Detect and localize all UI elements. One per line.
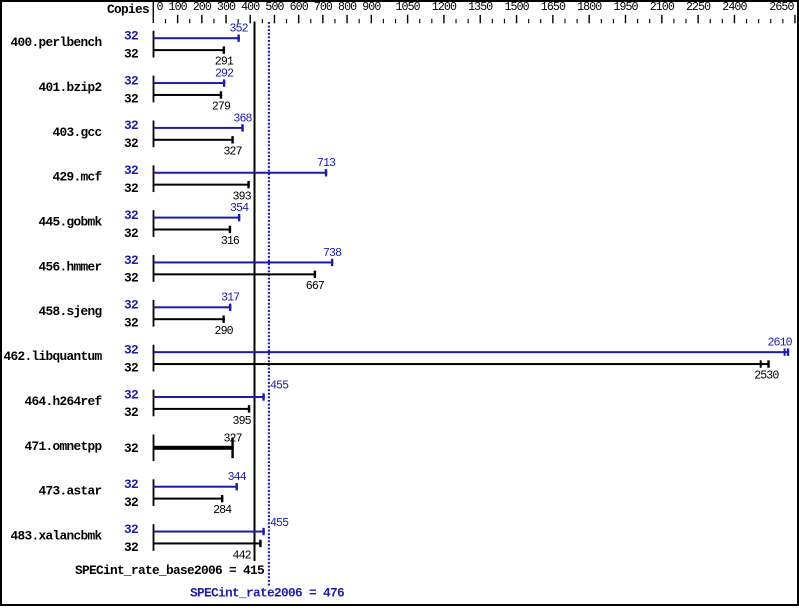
svg-text:32: 32 xyxy=(124,226,138,241)
svg-text:2400: 2400 xyxy=(722,1,747,14)
svg-text:2100: 2100 xyxy=(650,1,675,14)
svg-text:32: 32 xyxy=(124,360,138,375)
svg-text:32: 32 xyxy=(124,495,138,510)
svg-text:456.hmmer: 456.hmmer xyxy=(39,259,102,274)
svg-text:32: 32 xyxy=(124,271,138,286)
svg-text:352: 352 xyxy=(230,23,249,36)
svg-text:32: 32 xyxy=(124,522,138,537)
svg-text:471.omnetpp: 471.omnetpp xyxy=(25,439,103,454)
svg-text:667: 667 xyxy=(306,280,325,293)
svg-text:32: 32 xyxy=(124,387,138,402)
svg-text:292: 292 xyxy=(215,67,234,80)
svg-text:279: 279 xyxy=(212,101,231,114)
svg-text:32: 32 xyxy=(124,29,138,44)
svg-text:800: 800 xyxy=(338,1,357,14)
svg-text:327: 327 xyxy=(223,432,242,445)
svg-text:395: 395 xyxy=(233,415,252,428)
svg-text:403.gcc: 403.gcc xyxy=(53,125,102,140)
svg-text:327: 327 xyxy=(223,145,242,158)
svg-text:600: 600 xyxy=(290,1,309,14)
svg-text:32: 32 xyxy=(124,208,138,223)
svg-text:32: 32 xyxy=(124,136,138,151)
svg-text:1500: 1500 xyxy=(504,1,529,14)
svg-text:317: 317 xyxy=(221,292,240,305)
svg-text:2610: 2610 xyxy=(767,337,792,350)
svg-text:2650: 2650 xyxy=(769,1,794,14)
svg-text:368: 368 xyxy=(233,112,252,125)
svg-text:2530: 2530 xyxy=(754,370,779,383)
svg-text:32: 32 xyxy=(124,46,138,61)
svg-text:442: 442 xyxy=(233,549,252,562)
svg-text:464.h264ref: 464.h264ref xyxy=(25,394,103,409)
svg-text:32: 32 xyxy=(124,342,138,357)
svg-text:354: 354 xyxy=(230,202,249,215)
svg-text:700: 700 xyxy=(314,1,333,14)
svg-text:1050: 1050 xyxy=(395,1,420,14)
svg-text:200: 200 xyxy=(193,1,212,14)
svg-text:32: 32 xyxy=(124,298,138,313)
svg-text:2250: 2250 xyxy=(686,1,711,14)
svg-text:1650: 1650 xyxy=(541,1,566,14)
svg-text:445.gobmk: 445.gobmk xyxy=(39,215,103,230)
svg-text:32: 32 xyxy=(124,118,138,133)
svg-text:32: 32 xyxy=(124,181,138,196)
svg-text:713: 713 xyxy=(317,157,336,170)
svg-text:0: 0 xyxy=(157,1,164,14)
svg-text:500: 500 xyxy=(265,1,284,14)
svg-text:290: 290 xyxy=(215,325,234,338)
svg-text:32: 32 xyxy=(124,441,138,456)
svg-text:32: 32 xyxy=(124,163,138,178)
svg-text:32: 32 xyxy=(124,477,138,492)
svg-text:473.astar: 473.astar xyxy=(39,484,102,499)
svg-text:284: 284 xyxy=(213,504,232,517)
svg-text:738: 738 xyxy=(323,247,342,260)
svg-text:32: 32 xyxy=(124,405,138,420)
svg-text:316: 316 xyxy=(221,235,240,248)
svg-text:455: 455 xyxy=(270,379,289,392)
svg-text:32: 32 xyxy=(124,91,138,106)
svg-text:455: 455 xyxy=(270,517,289,530)
svg-text:1200: 1200 xyxy=(432,1,457,14)
svg-text:900: 900 xyxy=(362,1,381,14)
svg-text:1350: 1350 xyxy=(468,1,493,14)
svg-text:SPECint_rate_base2006 = 415: SPECint_rate_base2006 = 415 xyxy=(75,563,265,578)
svg-text:483.xalancbmk: 483.xalancbmk xyxy=(11,528,103,543)
svg-text:1800: 1800 xyxy=(577,1,602,14)
svg-text:300: 300 xyxy=(217,1,236,14)
svg-text:32: 32 xyxy=(124,316,138,331)
svg-text:344: 344 xyxy=(228,471,247,484)
svg-text:400: 400 xyxy=(241,1,260,14)
svg-text:32: 32 xyxy=(124,540,138,555)
svg-text:100: 100 xyxy=(169,1,188,14)
svg-text:32: 32 xyxy=(124,253,138,268)
svg-text:393: 393 xyxy=(233,191,252,204)
svg-text:401.bzip2: 401.bzip2 xyxy=(39,80,102,95)
svg-text:462.libquantum: 462.libquantum xyxy=(4,349,103,364)
svg-text:291: 291 xyxy=(215,56,234,69)
svg-text:458.sjeng: 458.sjeng xyxy=(39,304,102,319)
svg-text:Copies: Copies xyxy=(107,2,149,17)
svg-text:429.mcf: 429.mcf xyxy=(53,170,103,185)
svg-text:1950: 1950 xyxy=(613,1,638,14)
svg-text:400.perlbench: 400.perlbench xyxy=(11,35,102,50)
svg-text:SPECint_rate2006 = 476: SPECint_rate2006 = 476 xyxy=(190,586,344,601)
svg-text:32: 32 xyxy=(124,73,138,88)
